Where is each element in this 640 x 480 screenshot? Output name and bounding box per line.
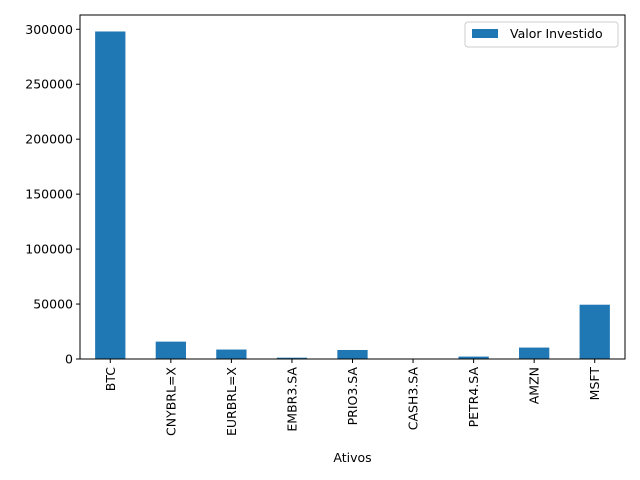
- legend-box: [464, 21, 619, 48]
- legend-label: Valor Investido: [510, 26, 603, 41]
- y-tick-label: 150000: [25, 187, 73, 202]
- x-tick-label: AMZN: [527, 367, 542, 404]
- bar-msft: [579, 304, 610, 359]
- y-axis: 0 50000 100000 150000 200000 250000 300000: [25, 22, 80, 367]
- x-tick-label: EURBRL=X: [224, 367, 239, 436]
- x-tick-label: EMBR3.SA: [284, 367, 299, 432]
- x-tick-label: MSFT: [587, 367, 602, 401]
- y-tick-label: 100000: [25, 242, 73, 257]
- bar-embr3-sa: [276, 357, 308, 359]
- bar-prio3-sa: [337, 349, 368, 359]
- y-tick-label: 250000: [25, 77, 73, 92]
- bars-group: [95, 31, 610, 359]
- x-axis: BTC CNYBRL=X EURBRL=X EMBR3.SA PRIO3.SA CASH3…: [103, 359, 602, 436]
- plot-frame: [79, 14, 626, 360]
- x-tick-label: PRIO3.SA: [345, 367, 360, 426]
- x-tick-label: CNYBRL=X: [163, 367, 178, 436]
- bar-amzn: [519, 347, 550, 359]
- bar-btc: [95, 31, 126, 359]
- x-tick-label: PETR4.SA: [466, 367, 481, 428]
- bar-eurbrl-x: [216, 349, 247, 359]
- y-tick-label: 50000: [33, 297, 73, 312]
- legend-swatch: [472, 29, 498, 38]
- x-tick-label: BTC: [103, 367, 118, 391]
- legend: Valor Investido: [464, 21, 619, 48]
- x-tick-label: CASH3.SA: [406, 367, 421, 431]
- bar-petr4-sa: [458, 356, 489, 359]
- y-tick-label: 300000: [25, 22, 73, 37]
- y-tick-label: 200000: [25, 132, 73, 147]
- x-axis-title: Ativos: [333, 450, 371, 465]
- bar-cnybrl-x: [155, 341, 186, 359]
- y-tick-label: 0: [65, 352, 73, 367]
